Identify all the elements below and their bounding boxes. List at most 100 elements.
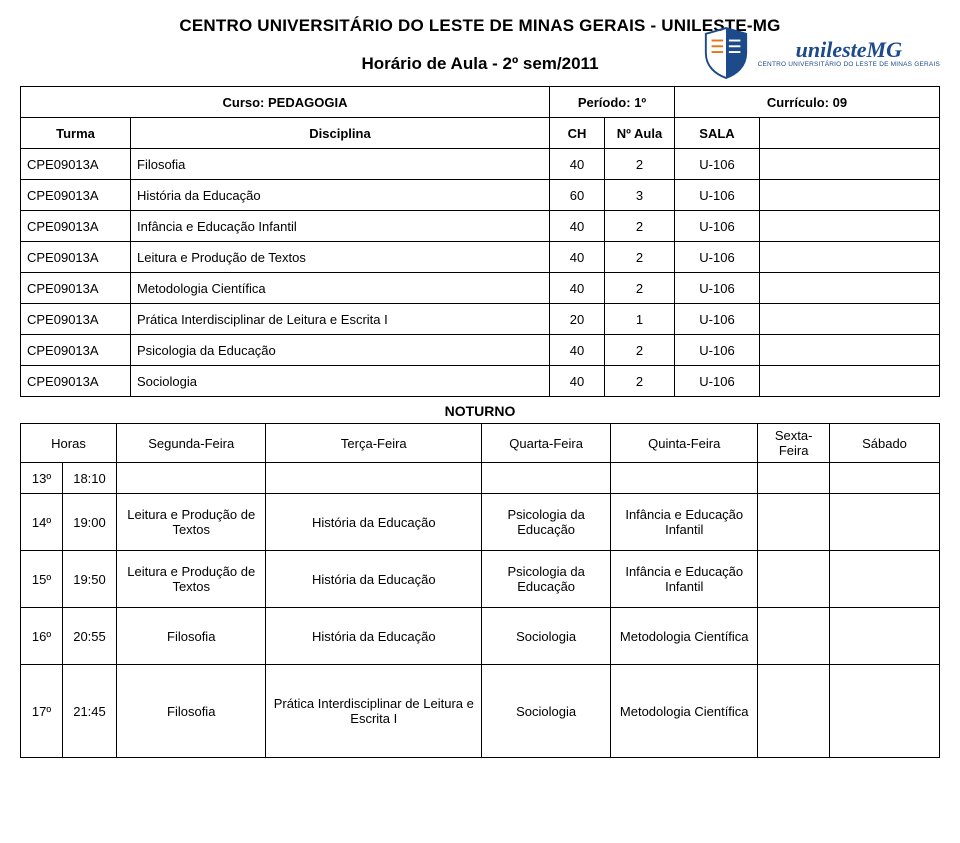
subject-turma: CPE09013A [21, 273, 131, 304]
subject-row: CPE09013AFilosofia402U-106 [21, 149, 940, 180]
header: CENTRO UNIVERSITÁRIO DO LESTE DE MINAS G… [20, 16, 940, 74]
noturno-label: NOTURNO [20, 397, 940, 423]
subject-extra [760, 211, 940, 242]
subject-turma: CPE09013A [21, 304, 131, 335]
schedule-cell [830, 665, 940, 758]
schedule-cell: Sociologia [482, 608, 611, 665]
col-sab: Sábado [830, 424, 940, 463]
subjects-table: Curso: PEDAGOGIA Período: 1º Currículo: … [20, 86, 940, 397]
col-sala: SALA [675, 118, 760, 149]
subject-disc: Filosofia [131, 149, 550, 180]
col-sex: Sexta-Feira [758, 424, 830, 463]
subject-ch: 40 [550, 211, 605, 242]
logo: unilesteMG Centro Universitário do Leste… [702, 26, 940, 80]
schedule-cell: Filosofia [117, 665, 266, 758]
slot-time: 19:50 [63, 551, 117, 608]
subject-ch: 40 [550, 273, 605, 304]
logo-name: unilesteMG [758, 39, 940, 61]
subject-row: CPE09013AMetodologia Científica402U-106 [21, 273, 940, 304]
subject-sala: U-106 [675, 149, 760, 180]
schedule-cell [758, 665, 830, 758]
col-disciplina: Disciplina [131, 118, 550, 149]
periodo-label: Período: [578, 95, 631, 110]
subject-na: 2 [605, 242, 675, 273]
col-qua: Quarta-Feira [482, 424, 611, 463]
subject-disc: Sociologia [131, 366, 550, 397]
subject-extra [760, 180, 940, 211]
meta-row-2: Turma Disciplina CH Nº Aula SALA [21, 118, 940, 149]
curso-value: PEDAGOGIA [268, 95, 347, 110]
subject-disc: Metodologia Científica [131, 273, 550, 304]
slot-time: 21:45 [63, 665, 117, 758]
subject-ch: 20 [550, 304, 605, 335]
subject-row: CPE09013AHistória da Educação603U-106 [21, 180, 940, 211]
subject-extra [760, 273, 940, 304]
schedule-cell: Filosofia [117, 608, 266, 665]
col-turma: Turma [21, 118, 131, 149]
schedule-cell: Infância e Educação Infantil [611, 551, 758, 608]
subject-na: 2 [605, 273, 675, 304]
schedule-cell: Metodologia Científica [611, 608, 758, 665]
subject-row: CPE09013AInfância e Educação Infantil402… [21, 211, 940, 242]
schedule-cell: Infância e Educação Infantil [611, 494, 758, 551]
subject-sala: U-106 [675, 242, 760, 273]
schedule-cell [482, 463, 611, 494]
subject-sala: U-106 [675, 366, 760, 397]
schedule-cell: Psicologia da Educação [482, 551, 611, 608]
schedule-cell: Leitura e Produção de Textos [117, 551, 266, 608]
subject-sala: U-106 [675, 211, 760, 242]
schedule-cell: Leitura e Produção de Textos [117, 494, 266, 551]
page: CENTRO UNIVERSITÁRIO DO LESTE DE MINAS G… [0, 0, 960, 778]
subject-turma: CPE09013A [21, 335, 131, 366]
curso-cell: Curso: PEDAGOGIA [21, 87, 550, 118]
col-seg: Segunda-Feira [117, 424, 266, 463]
col-horas: Horas [21, 424, 117, 463]
subject-disc: Psicologia da Educação [131, 335, 550, 366]
periodo-value: 1º [634, 95, 646, 110]
slot-num: 15º [21, 551, 63, 608]
subject-turma: CPE09013A [21, 366, 131, 397]
slot-num: 17º [21, 665, 63, 758]
schedule-cell [758, 608, 830, 665]
schedule-cell [266, 463, 482, 494]
subject-ch: 60 [550, 180, 605, 211]
subject-disc: Infância e Educação Infantil [131, 211, 550, 242]
logo-text: unilesteMG Centro Universitário do Leste… [758, 39, 940, 68]
shield-icon [702, 26, 750, 80]
schedule-cell: Metodologia Científica [611, 665, 758, 758]
subject-turma: CPE09013A [21, 180, 131, 211]
col-qui: Quinta-Feira [611, 424, 758, 463]
subject-sala: U-106 [675, 304, 760, 335]
subject-row: CPE09013ALeitura e Produção de Textos402… [21, 242, 940, 273]
subject-disc: História da Educação [131, 180, 550, 211]
curriculo-label: Currículo: [767, 95, 829, 110]
subject-ch: 40 [550, 335, 605, 366]
subject-ch: 40 [550, 149, 605, 180]
subject-na: 2 [605, 366, 675, 397]
subject-row: CPE09013APrática Interdisciplinar de Lei… [21, 304, 940, 335]
schedule-cell: Prática Interdisciplinar de Leitura e Es… [266, 665, 482, 758]
subject-extra [760, 335, 940, 366]
subject-sala: U-106 [675, 335, 760, 366]
curso-label: Curso: [223, 95, 265, 110]
schedule-cell [758, 463, 830, 494]
curriculo-cell: Currículo: 09 [675, 87, 940, 118]
schedule-row: 16º20:55FilosofiaHistória da EducaçãoSoc… [21, 608, 940, 665]
col-naula: Nº Aula [605, 118, 675, 149]
col-ch: CH [550, 118, 605, 149]
slot-num: 16º [21, 608, 63, 665]
schedule-cell [830, 494, 940, 551]
schedule-cell: História da Educação [266, 551, 482, 608]
curriculo-value: 09 [833, 95, 847, 110]
schedule-row: 15º19:50Leitura e Produção de TextosHist… [21, 551, 940, 608]
subject-turma: CPE09013A [21, 242, 131, 273]
subject-row: CPE09013APsicologia da Educação402U-106 [21, 335, 940, 366]
slot-time: 18:10 [63, 463, 117, 494]
subject-disc: Prática Interdisciplinar de Leitura e Es… [131, 304, 550, 335]
subject-turma: CPE09013A [21, 211, 131, 242]
subject-row: CPE09013ASociologia402U-106 [21, 366, 940, 397]
schedule-cell [758, 494, 830, 551]
schedule-cell [830, 608, 940, 665]
subject-ch: 40 [550, 366, 605, 397]
slot-num: 13º [21, 463, 63, 494]
